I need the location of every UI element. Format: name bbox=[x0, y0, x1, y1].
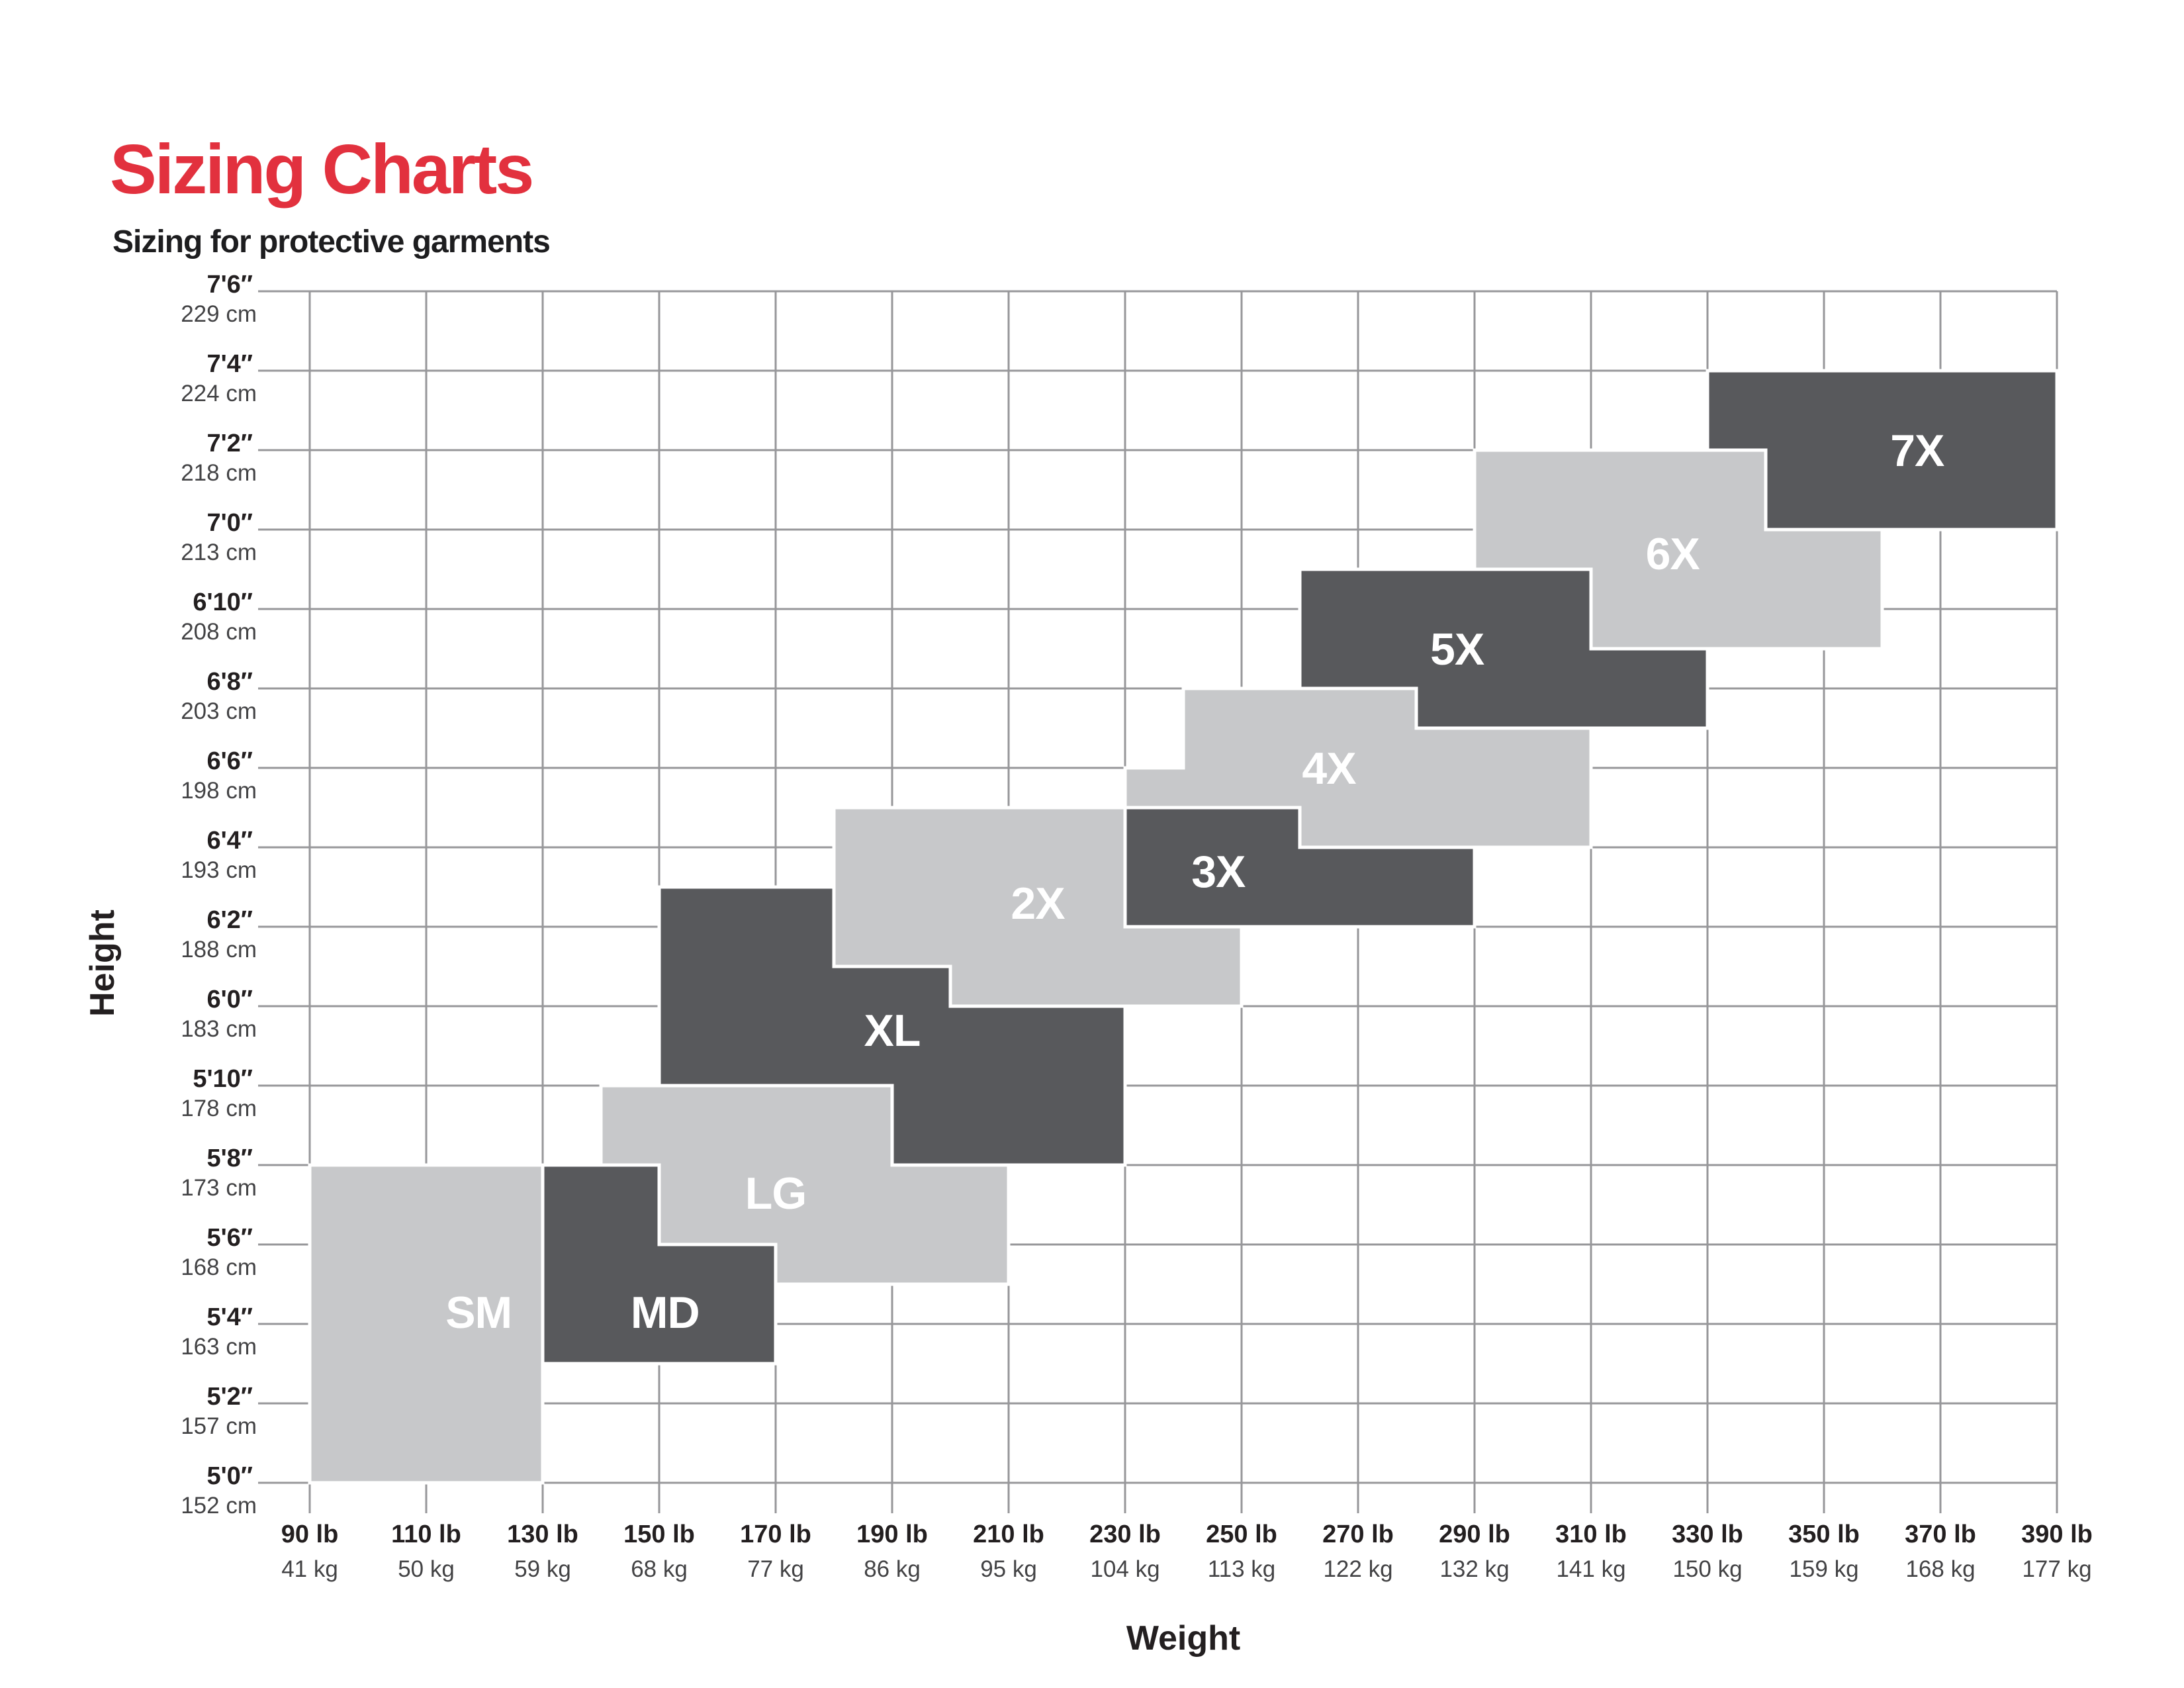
x-tick-lb-110: 110 lb bbox=[391, 1521, 461, 1548]
y-tick-ftin-78: 6'6″ bbox=[206, 747, 253, 775]
x-tick-kg-130: 59 kg bbox=[514, 1556, 571, 1582]
x-tick-kg-330: 150 kg bbox=[1672, 1556, 1742, 1582]
y-tick-cm-90: 229 cm bbox=[181, 301, 257, 327]
y-tick-cm-86: 218 cm bbox=[181, 460, 257, 486]
y-tick-ftin-70: 5'10″ bbox=[193, 1065, 253, 1093]
y-tick-ftin-64: 5'4″ bbox=[206, 1303, 253, 1331]
x-tick-lb-230: 230 lb bbox=[1089, 1521, 1161, 1548]
x-tick-kg-110: 50 kg bbox=[398, 1556, 455, 1582]
size-region-label-6x: 6X bbox=[1646, 529, 1700, 579]
x-tick-lb-90: 90 lb bbox=[281, 1521, 339, 1548]
y-tick-cm-62: 157 cm bbox=[181, 1413, 257, 1439]
x-tick-kg-210: 95 kg bbox=[980, 1556, 1037, 1582]
y-tick-cm-64: 163 cm bbox=[181, 1334, 257, 1360]
x-tick-kg-230: 104 kg bbox=[1090, 1556, 1160, 1582]
x-tick-kg-250: 113 kg bbox=[1208, 1556, 1276, 1582]
x-tick-kg-90: 41 kg bbox=[281, 1556, 338, 1582]
x-tick-lb-250: 250 lb bbox=[1206, 1521, 1277, 1548]
y-tick-cm-88: 224 cm bbox=[181, 381, 257, 406]
size-region-label-lg: LG bbox=[745, 1168, 806, 1219]
x-tick-kg-190: 86 kg bbox=[864, 1556, 921, 1582]
y-tick-ftin-62: 5'2″ bbox=[206, 1383, 253, 1411]
x-tick-kg-270: 122 kg bbox=[1323, 1556, 1392, 1582]
y-tick-cm-66: 168 cm bbox=[181, 1254, 257, 1280]
x-tick-kg-350: 159 kg bbox=[1789, 1556, 1858, 1582]
y-tick-cm-76: 193 cm bbox=[181, 857, 257, 883]
y-tick-cm-74: 188 cm bbox=[181, 937, 257, 962]
x-tick-lb-270: 270 lb bbox=[1322, 1521, 1394, 1548]
y-tick-ftin-72: 6'0″ bbox=[206, 986, 253, 1013]
x-tick-kg-370: 168 kg bbox=[1905, 1556, 1975, 1582]
size-region-label-md: MD bbox=[631, 1288, 700, 1338]
y-tick-ftin-60: 5'0″ bbox=[206, 1462, 253, 1490]
size-region-sm bbox=[308, 1163, 545, 1485]
y-tick-ftin-68: 5'8″ bbox=[206, 1145, 253, 1172]
size-region-label-5x: 5X bbox=[1430, 624, 1484, 675]
y-tick-ftin-80: 6'8″ bbox=[206, 668, 253, 696]
size-region-label-3x: 3X bbox=[1191, 847, 1246, 897]
y-axis-title: Height bbox=[83, 910, 122, 1017]
size-region-label-4x: 4X bbox=[1302, 743, 1356, 794]
y-tick-ftin-76: 6'4″ bbox=[206, 827, 253, 855]
size-region-label-xl: XL bbox=[864, 1006, 921, 1056]
x-tick-kg-390: 177 kg bbox=[2022, 1556, 2091, 1582]
y-tick-cm-60: 152 cm bbox=[181, 1493, 257, 1519]
y-tick-cm-80: 203 cm bbox=[181, 698, 257, 724]
size-region-label-7x: 7X bbox=[1890, 426, 1944, 476]
x-tick-lb-390: 390 lb bbox=[2021, 1521, 2093, 1548]
x-tick-lb-330: 330 lb bbox=[1672, 1521, 1743, 1548]
page-subtitle: Sizing for protective garments bbox=[113, 224, 551, 259]
y-tick-ftin-90: 7'6″ bbox=[206, 271, 253, 299]
size-region-label-2x: 2X bbox=[1011, 878, 1065, 929]
y-tick-cm-72: 183 cm bbox=[181, 1016, 257, 1042]
y-tick-ftin-86: 7'2″ bbox=[206, 430, 253, 457]
x-tick-lb-150: 150 lb bbox=[623, 1521, 695, 1548]
size-region-label-sm: SM bbox=[445, 1288, 512, 1338]
x-tick-kg-170: 77 kg bbox=[747, 1556, 804, 1582]
x-tick-lb-310: 310 lb bbox=[1555, 1521, 1627, 1548]
y-tick-cm-82: 208 cm bbox=[181, 619, 257, 645]
x-tick-kg-150: 68 kg bbox=[631, 1556, 688, 1582]
y-tick-ftin-88: 7'4″ bbox=[206, 350, 253, 378]
x-axis-title: Weight bbox=[1126, 1619, 1240, 1658]
page-title: Sizing Charts bbox=[110, 130, 534, 209]
x-tick-kg-290: 132 kg bbox=[1439, 1556, 1509, 1582]
y-tick-cm-84: 213 cm bbox=[181, 539, 257, 565]
x-tick-lb-350: 350 lb bbox=[1788, 1521, 1860, 1548]
x-tick-lb-210: 210 lb bbox=[973, 1521, 1044, 1548]
y-tick-cm-78: 198 cm bbox=[181, 778, 257, 804]
x-tick-lb-130: 130 lb bbox=[507, 1521, 578, 1548]
x-tick-lb-290: 290 lb bbox=[1439, 1521, 1510, 1548]
y-tick-cm-68: 173 cm bbox=[181, 1175, 257, 1201]
y-tick-ftin-74: 6'2″ bbox=[206, 906, 253, 934]
x-tick-lb-170: 170 lb bbox=[740, 1521, 811, 1548]
x-tick-kg-310: 141 kg bbox=[1556, 1556, 1625, 1582]
y-tick-ftin-66: 5'6″ bbox=[206, 1224, 253, 1252]
y-tick-ftin-82: 6'10″ bbox=[193, 588, 253, 616]
x-tick-lb-190: 190 lb bbox=[856, 1521, 928, 1548]
y-tick-ftin-84: 7'0″ bbox=[206, 509, 253, 537]
size-region-7x bbox=[1706, 369, 2059, 532]
y-tick-cm-70: 178 cm bbox=[181, 1096, 257, 1121]
x-tick-lb-370: 370 lb bbox=[1905, 1521, 1976, 1548]
